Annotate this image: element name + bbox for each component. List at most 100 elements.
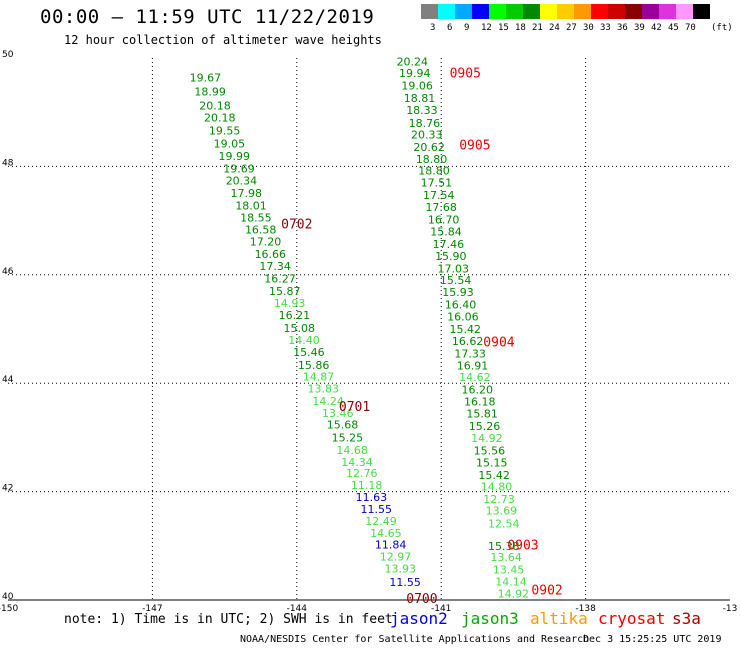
color-scale-label: 45: [668, 23, 679, 33]
track-time-label: 0902: [531, 584, 562, 599]
wave-height-value: 14.92: [471, 432, 503, 445]
wave-height-value: 15.15: [476, 456, 508, 469]
color-scale-label: 21: [532, 23, 543, 33]
color-scale-label: 12: [481, 23, 492, 33]
color-scale-label: 70: [685, 23, 696, 33]
color-swatch: [506, 4, 523, 19]
wave-height-value: 15.68: [327, 418, 359, 431]
x-tick-label: -147: [142, 604, 162, 614]
color-swatch: [455, 4, 472, 19]
wave-height-value: 15.42: [478, 469, 510, 482]
wave-height-value: 13.69: [486, 505, 518, 518]
wave-height-value: 13.46: [322, 407, 354, 420]
wave-height-value: 20.62: [413, 141, 445, 154]
chart-title: 00:00 – 11:59 UTC 11/22/2019: [40, 6, 375, 28]
wave-height-value: 15.25: [332, 431, 364, 444]
color-scale-label: 18: [515, 23, 526, 33]
color-scale-label: 33: [600, 23, 611, 33]
wave-height-value: 11.63: [356, 491, 388, 504]
wave-height-value: 13.83: [308, 383, 340, 396]
wave-height-value: 16.40: [445, 299, 477, 312]
color-scale-label: 9: [464, 23, 470, 33]
wave-height-value: 14.80: [481, 481, 513, 494]
wave-height-value: 16.06: [447, 311, 479, 324]
x-tick-label: -141: [431, 604, 451, 614]
wave-height-value: 15.93: [442, 286, 474, 299]
color-swatch: [523, 4, 540, 19]
color-scale-label: 27: [566, 23, 577, 33]
wave-height-value: 16.70: [428, 214, 460, 227]
wave-height-value: 11.55: [389, 576, 421, 589]
track-time-label: 0904: [483, 335, 514, 350]
color-scale-label: 3: [430, 23, 436, 33]
track-time-label: 0701: [339, 400, 370, 415]
wave-height-value: 18.99: [194, 86, 226, 99]
x-tick-label: -150: [0, 604, 18, 614]
x-tick-label: -144: [287, 604, 308, 614]
wave-height-value: 15.38: [488, 540, 520, 553]
wave-height-value: 14.68: [336, 444, 368, 457]
wave-height-value: 15.26: [469, 420, 501, 433]
wave-height-value: 17.51: [421, 177, 453, 190]
color-swatch: [659, 4, 676, 19]
wave-height-value: 15.08: [283, 322, 315, 335]
wave-height-value: 20.34: [226, 174, 258, 187]
wave-height-value: 16.21: [279, 309, 311, 322]
wave-height-value: 18.33: [406, 104, 438, 117]
color-scale-label: 42: [651, 23, 662, 33]
y-tick-label: 44: [2, 375, 14, 385]
wave-height-value: 15.86: [298, 359, 330, 372]
track-time-label: 0905: [450, 67, 481, 82]
wave-height-value: 15.54: [440, 274, 472, 287]
wave-height-value: 12.54: [488, 518, 520, 531]
wave-height-value: 17.33: [454, 347, 486, 360]
legend-jason3: jason3: [461, 609, 519, 628]
wave-height-value: 20.18: [204, 112, 236, 125]
legend-jason2: jason2: [390, 609, 448, 628]
wave-height-value: 18.55: [240, 211, 272, 224]
wave-height-value: 19.69: [223, 163, 255, 176]
wave-height-value: 17.68: [425, 201, 457, 214]
track-time-label: 0905: [459, 139, 490, 154]
wave-height-value: 19.94: [399, 67, 431, 80]
wave-height-value: 12.76: [346, 467, 378, 480]
wave-height-value: 12.97: [380, 551, 412, 564]
wave-height-value: 15.87: [269, 285, 301, 298]
y-tick-label: 40: [2, 592, 14, 602]
wave-height-value: 14.62: [459, 371, 491, 384]
y-tick-label: 42: [2, 484, 13, 494]
wave-height-value: 18.81: [404, 92, 436, 105]
wave-height-value: 16.62: [452, 335, 484, 348]
wave-height-value: 20.24: [397, 55, 429, 68]
y-tick-label: 46: [2, 267, 14, 277]
wave-height-value: 13.45: [493, 564, 525, 577]
color-swatch: [693, 4, 710, 19]
color-swatch: [472, 4, 489, 19]
color-swatch: [591, 4, 608, 19]
color-swatch: [421, 4, 438, 19]
color-swatch: [676, 4, 693, 19]
track-time-label: 0702: [281, 217, 312, 232]
wave-height-value: 12.49: [365, 515, 397, 528]
color-swatch: [642, 4, 659, 19]
y-tick-label: 50: [2, 50, 14, 60]
wave-height-value: 14.40: [288, 334, 320, 347]
legend-altika: altika: [530, 609, 588, 628]
wave-height-value: 19.55: [209, 125, 241, 138]
y-tick-label: 48: [2, 158, 14, 168]
wave-height-value: 16.91: [457, 359, 489, 372]
wave-height-value: 14.87: [303, 371, 335, 384]
wave-height-value: 16.66: [255, 248, 287, 261]
wave-height-value: 15.46: [293, 346, 325, 359]
track-time-label: 0700: [406, 592, 437, 607]
x-tick-label: -13: [723, 604, 738, 614]
color-swatch: [557, 4, 574, 19]
wave-height-value: 18.76: [409, 117, 441, 130]
wave-height-value: 17.54: [423, 189, 455, 202]
color-swatch: [540, 4, 557, 19]
wave-height-value: 17.34: [259, 260, 291, 273]
wave-height-value: 11.84: [375, 539, 407, 552]
wave-height-value: 12.73: [483, 493, 515, 506]
wave-height-value: 15.84: [430, 225, 462, 238]
wave-height-value: 16.18: [464, 396, 496, 409]
